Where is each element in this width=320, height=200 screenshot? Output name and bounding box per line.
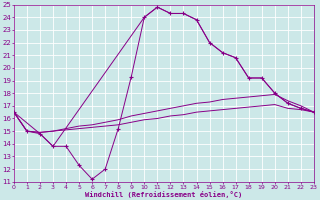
X-axis label: Windchill (Refroidissement éolien,°C): Windchill (Refroidissement éolien,°C) bbox=[85, 191, 243, 198]
